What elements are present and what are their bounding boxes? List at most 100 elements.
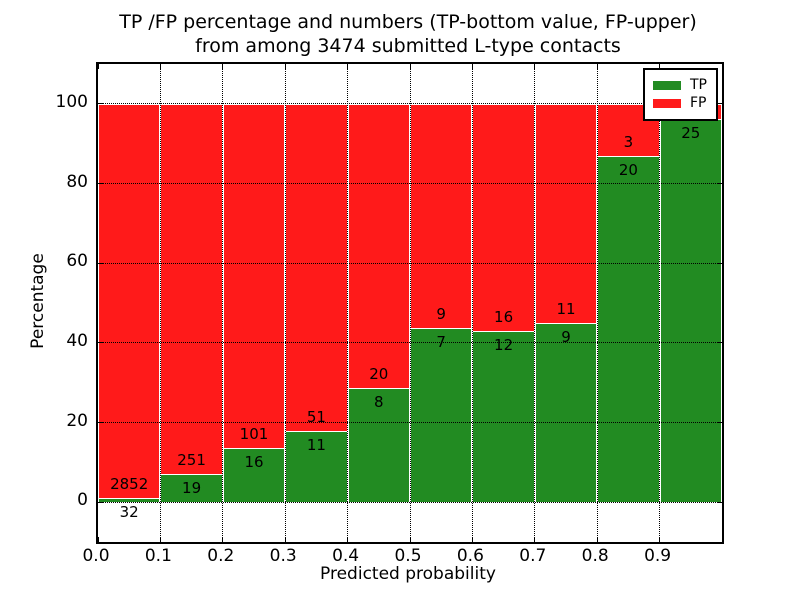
bar-segment-tp: [534, 322, 598, 503]
vertical-gridline: [347, 64, 349, 542]
vertical-gridline: [409, 64, 411, 542]
y-tick-mark: [98, 342, 103, 344]
legend: TP FP: [643, 68, 718, 121]
bar-segment-tp: [160, 474, 223, 503]
x-tick-label: 0.5: [394, 546, 422, 566]
y-tick-label: 0: [77, 490, 88, 511]
plot-area: 2852 32 251 19 101 16 51 11 20 8 9 7 16 12 11 9 3 20 25 TP…: [96, 62, 724, 544]
y-tick-mark: [98, 183, 103, 184]
grid-layer: [98, 64, 722, 542]
chart-title: TP /FP percentage and numbers (TP-bottom…: [96, 10, 720, 58]
x-tick-label: 0.0: [82, 546, 110, 566]
y-tick-mark: [98, 103, 103, 105]
bar-segment-fp: [222, 103, 286, 448]
x-tick-mark: [97, 537, 99, 542]
bar-count-label-tp: 25: [681, 124, 701, 143]
legend-label: FP: [690, 95, 707, 111]
vertical-gridline: [659, 64, 661, 542]
bar-count-label-fp: 16: [494, 308, 514, 327]
bar-segment-fp: [534, 103, 598, 323]
bar-count-label-tp: 12: [494, 336, 514, 355]
bar-count-label-tp: 16: [244, 452, 264, 471]
x-tick-mark: [471, 537, 473, 542]
x-tick-mark: [471, 64, 473, 69]
bars-layer: [98, 64, 722, 542]
x-tick-mark: [409, 537, 411, 542]
y-tick-mark: [98, 422, 103, 423]
bar-segment-tp: [222, 447, 286, 503]
bar-segment-fp: [410, 103, 473, 328]
x-tick-mark: [596, 64, 598, 69]
x-tick-mark: [409, 64, 411, 69]
vertical-gridline: [222, 64, 224, 542]
vertical-gridline: [596, 64, 598, 542]
x-tick-mark: [284, 537, 286, 542]
bar-count-label-fp: 11: [556, 299, 576, 318]
chart-title-line2: from among 3474 submitted L-type contact…: [195, 35, 621, 57]
y-tick-label: 20: [66, 410, 88, 431]
x-tick-label: 0.9: [644, 546, 672, 566]
x-tick-mark: [596, 537, 598, 542]
vertical-gridline: [534, 64, 536, 542]
bar-count-label-fp: 20: [369, 365, 389, 384]
bar-segment-fp: [597, 103, 660, 156]
y-tick-mark: [717, 501, 722, 503]
x-tick-label: 0.8: [581, 546, 609, 566]
x-tick-mark: [284, 64, 286, 69]
bar-count-label-tp: 8: [374, 393, 384, 412]
bar-count-label-tp: 9: [561, 327, 571, 346]
x-tick-label: 0.6: [456, 546, 484, 566]
x-tick-mark: [347, 537, 349, 542]
x-tick-mark: [347, 64, 349, 69]
bar-labels-layer: 2852 32 251 19 101 16 51 11 20 8 9 7 16 12 11 9 3 20 25: [98, 64, 722, 542]
y-tick-mark: [717, 262, 722, 264]
bar-segment-fp: [472, 103, 535, 332]
bar-count-label-tp: 32: [119, 502, 139, 521]
bar-segment-tp: [347, 388, 410, 503]
bar-count-label-fp: 51: [306, 408, 326, 427]
y-axis-label: Percentage: [28, 253, 48, 349]
bar-count-label-tp: 20: [618, 160, 638, 179]
bar-segment-tp: [98, 497, 161, 503]
bar-count-label-tp: 19: [182, 479, 202, 498]
bar-count-label-fp: 9: [436, 304, 446, 323]
x-tick-label: 0.1: [144, 546, 172, 566]
y-tick-mark: [717, 183, 722, 184]
bar-count-label-fp: 101: [239, 424, 269, 443]
x-tick-mark: [534, 537, 536, 542]
y-tick-mark: [98, 501, 103, 503]
x-tick-mark: [721, 537, 723, 542]
bar-segment-fp: [98, 103, 161, 498]
vertical-gridline: [284, 64, 286, 542]
legend-swatch-tp: [653, 81, 681, 90]
x-tick-mark: [222, 64, 224, 69]
bar-count-label-tp: 11: [306, 436, 326, 455]
x-tick-mark: [159, 64, 161, 69]
legend-item: FP: [653, 96, 707, 111]
bar-segment-tp: [410, 327, 473, 503]
x-tick-mark: [721, 64, 723, 69]
tick-layer: [97, 64, 723, 542]
bar-segment-fp: [160, 103, 223, 475]
legend-swatch-fp: [653, 99, 681, 108]
bar-count-label-tp: 7: [436, 332, 446, 351]
vertical-gridline: [471, 64, 473, 542]
y-tick-mark: [717, 103, 722, 105]
vertical-gridline: [159, 64, 161, 542]
bar-segment-tp: [285, 431, 348, 503]
x-tick-mark: [659, 537, 661, 542]
y-tick-mark: [98, 262, 103, 264]
legend-label: TP: [690, 77, 707, 93]
y-tick-mark: [717, 342, 722, 344]
x-tick-mark: [534, 64, 536, 69]
bar-segment-tp: [597, 155, 660, 503]
bar-count-label-fp: 2852: [110, 474, 149, 493]
y-tick-label: 80: [66, 171, 88, 192]
bar-count-label-fp: 251: [177, 451, 206, 470]
bar-segment-fp: [347, 103, 410, 389]
x-tick-label: 0.3: [269, 546, 297, 566]
x-tick-mark: [222, 537, 224, 542]
x-tick-mark: [159, 537, 161, 542]
bar-segment-fp: [285, 103, 348, 432]
